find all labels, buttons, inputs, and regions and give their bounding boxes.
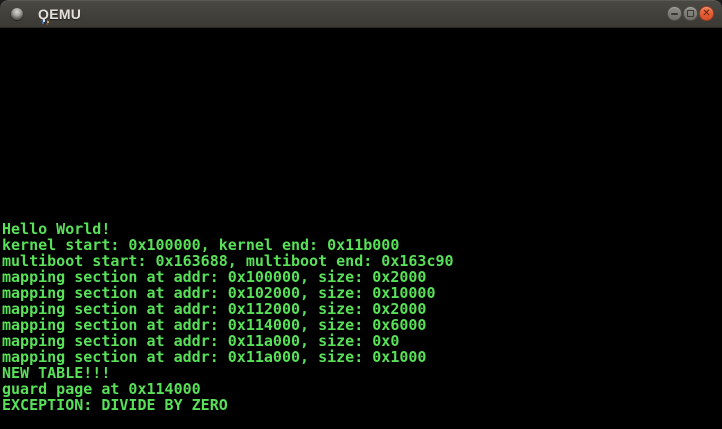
console-line: EXCEPTION: DIVIDE BY ZERO	[2, 396, 228, 414]
console-line: mapping section at addr: 0x112000, size:…	[2, 300, 427, 318]
vga-console[interactable]: Hello World! kernel start: 0x100000, kern…	[1, 29, 721, 429]
console-line: mapping section at addr: 0x11a000, size:…	[2, 332, 400, 350]
window-title: QEMU	[38, 6, 82, 22]
minimize-icon	[671, 12, 678, 15]
maximize-icon	[687, 10, 694, 17]
minimize-button[interactable]	[667, 6, 682, 21]
console-line: mapping section at addr: 0x100000, size:…	[2, 268, 427, 286]
console-line: multiboot start: 0x163688, multiboot end…	[2, 252, 454, 270]
console-line: mapping section at addr: 0x11a000, size:…	[2, 348, 427, 366]
console-output: Hello World! kernel start: 0x100000, kern…	[1, 29, 721, 413]
window-menu-icon[interactable]	[11, 8, 23, 20]
titlebar[interactable]: QEMU ✕	[0, 0, 722, 28]
console-line: mapping section at addr: 0x114000, size:…	[2, 316, 427, 334]
close-button[interactable]: ✕	[699, 6, 714, 21]
console-line: guard page at 0x114000	[2, 380, 201, 398]
console-line: mapping section at addr: 0x102000, size:…	[2, 284, 436, 302]
console-line: NEW TABLE!!!	[2, 364, 111, 382]
console-line: kernel start: 0x100000, kernel end: 0x11…	[2, 236, 400, 254]
close-icon: ✕	[702, 7, 711, 19]
window-controls: ✕	[667, 6, 714, 21]
cursor-artifact	[41, 20, 43, 22]
console-line: Hello World!	[2, 220, 111, 238]
maximize-button[interactable]	[683, 6, 698, 21]
